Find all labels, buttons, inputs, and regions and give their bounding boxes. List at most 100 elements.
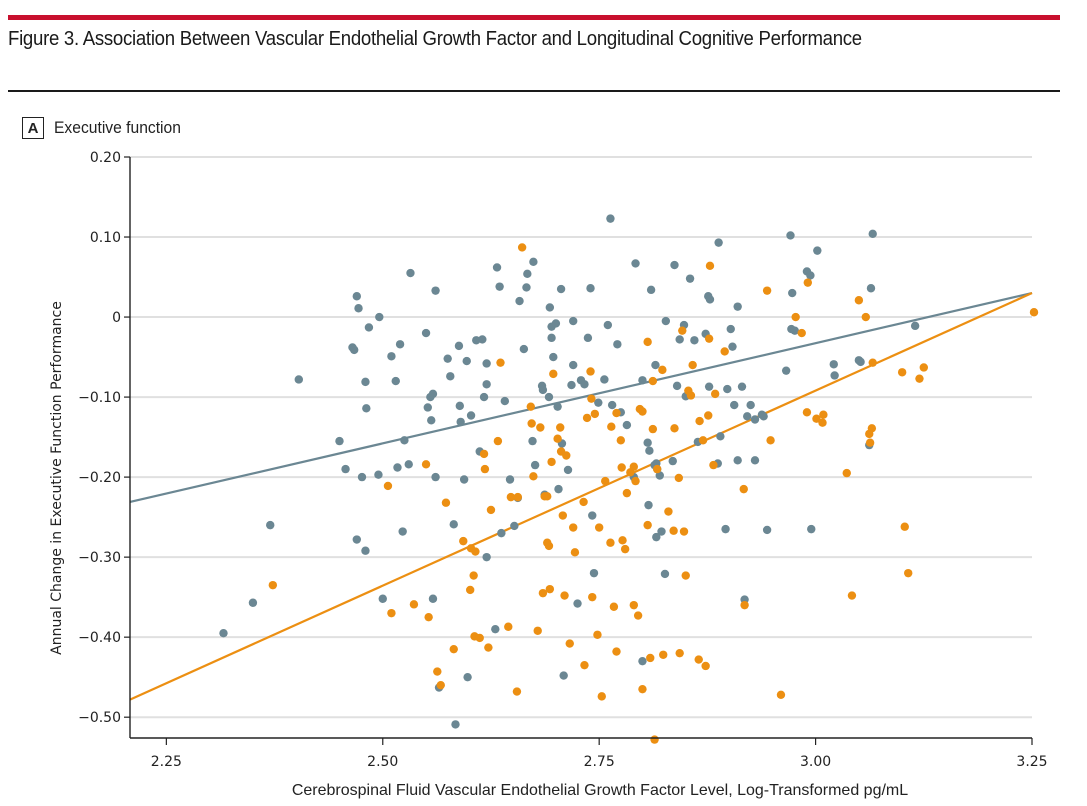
point-gray [668, 456, 677, 466]
point-orange [1029, 308, 1039, 317]
point-orange [544, 541, 554, 551]
y-tick-label: 0.10 [90, 230, 121, 246]
point-gray [449, 520, 458, 529]
point-orange [601, 476, 610, 486]
point-gray [638, 656, 647, 666]
point-gray [362, 404, 371, 413]
point-gray [219, 628, 228, 638]
point-gray [786, 231, 795, 240]
point-gray [350, 345, 359, 355]
point-orange [643, 337, 652, 347]
point-gray [661, 316, 671, 326]
point-gray [497, 528, 506, 538]
accent-rule [8, 15, 1060, 20]
point-gray [446, 372, 455, 381]
y-tick-label: −0.50 [78, 710, 121, 726]
point-gray [743, 412, 752, 421]
point-orange [582, 413, 592, 423]
point-gray [491, 624, 500, 634]
point-gray [466, 411, 476, 420]
point-gray [361, 377, 370, 387]
point-gray [643, 438, 652, 447]
data-points [219, 214, 1039, 744]
fit-line-orange [129, 292, 1033, 701]
point-gray [530, 460, 540, 470]
point-orange [517, 243, 527, 252]
point-orange [538, 588, 548, 598]
point-gray [567, 380, 576, 390]
point-orange [506, 492, 516, 502]
point-gray [406, 268, 415, 278]
point-orange [607, 422, 616, 431]
point-orange [669, 526, 678, 535]
point-orange [449, 644, 458, 654]
point-gray [721, 524, 730, 534]
point-orange [847, 591, 857, 600]
point-gray [645, 446, 654, 455]
point-orange [803, 278, 812, 287]
point-orange [549, 369, 558, 379]
point-gray [431, 472, 440, 482]
point-orange [562, 451, 571, 460]
point-orange [593, 630, 602, 639]
point-orange [865, 438, 875, 447]
point-gray [631, 259, 640, 268]
point-orange [533, 626, 542, 635]
point-orange [701, 661, 710, 671]
point-orange [791, 312, 800, 322]
point-gray [866, 284, 876, 293]
point-orange [441, 498, 451, 507]
point-gray [515, 296, 524, 306]
y-tick-label: 0 [112, 310, 121, 326]
point-gray [790, 326, 800, 335]
point-orange [812, 414, 821, 423]
point-gray [341, 464, 350, 474]
point-gray [750, 415, 760, 424]
axes: 0.20 0.10 0 −0.10 −0.20 −0.30 −0.40 −0.50 2.25 2.… [78, 150, 1047, 770]
point-gray [393, 463, 402, 472]
point-orange [433, 667, 442, 676]
point-gray [586, 284, 595, 293]
point-orange [529, 472, 538, 481]
point-orange [818, 418, 827, 427]
point-gray [547, 333, 556, 343]
point-orange [616, 436, 626, 445]
point-orange [797, 328, 806, 338]
point-gray [868, 229, 877, 239]
x-axis-title: Cerebrospinal Fluid Vascular Endothelial… [292, 782, 908, 799]
point-gray [788, 288, 797, 298]
point-gray [716, 432, 725, 441]
point-gray [670, 260, 679, 270]
point-orange [569, 523, 578, 532]
point-orange [648, 376, 658, 386]
point-gray [559, 671, 568, 680]
point-orange [678, 326, 687, 335]
point-gray [806, 271, 815, 280]
y-tick-label: 0.20 [90, 150, 121, 166]
point-gray [463, 672, 472, 682]
point-orange [681, 571, 690, 580]
point-orange [620, 544, 630, 554]
point-orange [740, 600, 749, 610]
point-orange [629, 462, 639, 471]
point-orange [679, 527, 689, 536]
point-orange [670, 424, 679, 433]
point-orange [622, 488, 632, 498]
point-gray [538, 385, 548, 395]
point-orange [915, 374, 924, 383]
point-orange [867, 424, 877, 433]
point-gray [607, 400, 617, 410]
point-gray [672, 381, 682, 391]
point-orange [513, 492, 523, 502]
point-gray [428, 389, 438, 399]
point-gray [387, 352, 396, 361]
point-gray [549, 352, 558, 362]
point-gray [594, 398, 603, 407]
point-gray [728, 342, 737, 351]
point-gray [646, 285, 656, 295]
point-gray [523, 269, 532, 279]
point-orange [587, 394, 596, 403]
point-gray [266, 520, 275, 530]
point-gray [482, 552, 491, 562]
point-gray [714, 238, 723, 247]
